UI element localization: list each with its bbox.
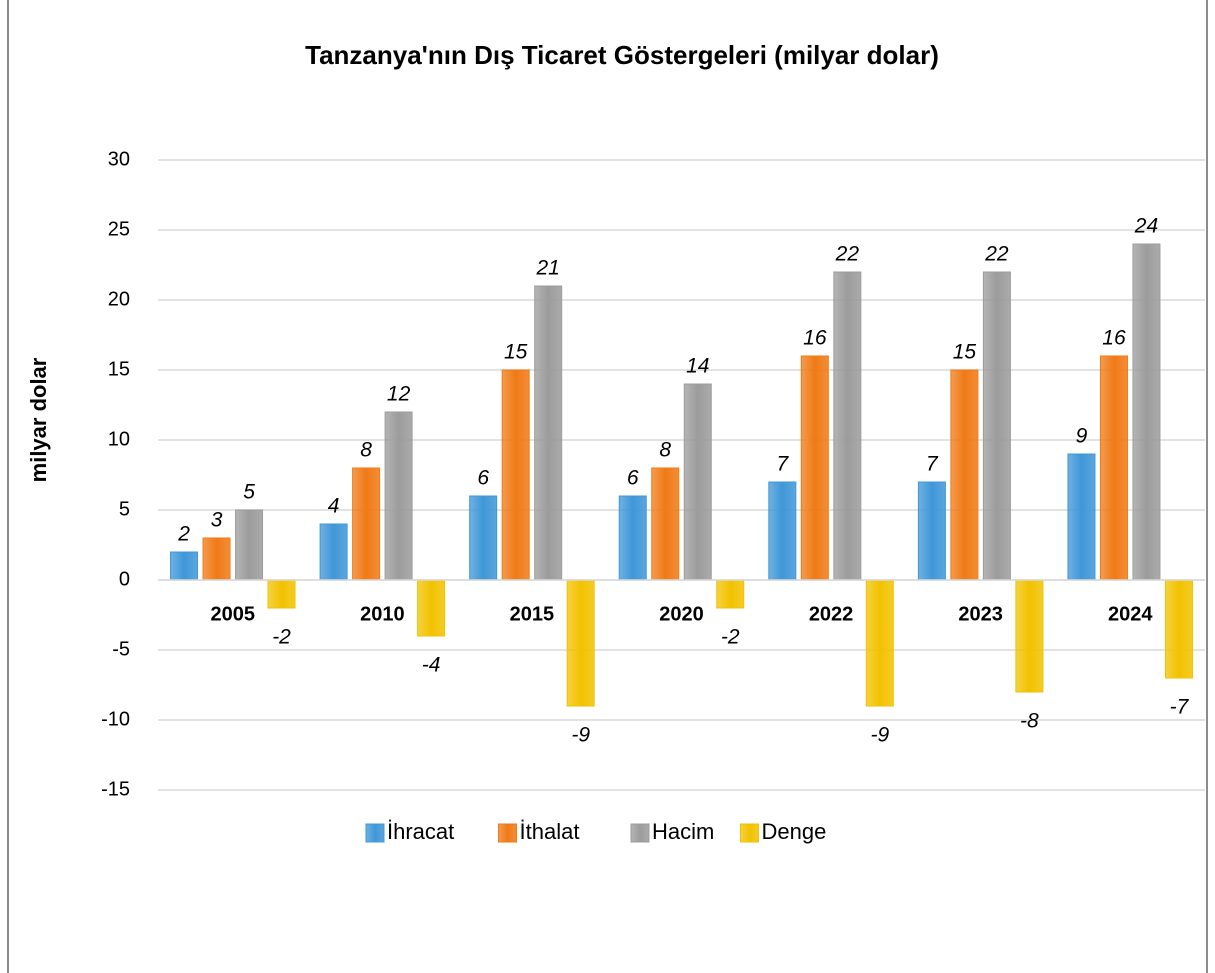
y-tick-label: 0 bbox=[119, 568, 130, 590]
bar bbox=[469, 495, 498, 581]
legend-swatch bbox=[365, 823, 385, 843]
chart-title: Tanzanya'nın Dış Ticaret Göstergeleri (m… bbox=[305, 40, 939, 70]
data-label: -7 bbox=[1170, 696, 1190, 719]
legend-label: Denge bbox=[762, 819, 827, 844]
legend-label: İthalat bbox=[520, 819, 580, 844]
data-label: 12 bbox=[387, 383, 411, 406]
data-label: 7 bbox=[776, 453, 789, 476]
data-label: 6 bbox=[477, 467, 489, 490]
bar bbox=[384, 411, 413, 581]
bar bbox=[917, 481, 946, 581]
data-label: 22 bbox=[835, 243, 860, 266]
data-label: 16 bbox=[1102, 327, 1126, 350]
bar bbox=[1132, 243, 1161, 581]
bar bbox=[833, 271, 862, 581]
data-label: 22 bbox=[984, 243, 1009, 266]
y-tick-label: -15 bbox=[101, 778, 130, 800]
data-label: 7 bbox=[926, 453, 939, 476]
y-tick-label: -10 bbox=[101, 708, 130, 730]
data-label: 5 bbox=[243, 481, 255, 504]
y-tick-label: 5 bbox=[119, 498, 130, 520]
bar bbox=[566, 579, 595, 707]
bar bbox=[202, 537, 231, 581]
y-tick-label: 25 bbox=[108, 218, 130, 240]
x-tick-label: 2024 bbox=[1108, 603, 1153, 625]
x-tick-label: 2023 bbox=[958, 603, 1003, 625]
data-label: 9 bbox=[1076, 425, 1088, 448]
bar bbox=[1164, 579, 1193, 679]
y-tick-label: 30 bbox=[108, 148, 130, 170]
data-label: 16 bbox=[803, 327, 827, 350]
bar bbox=[1099, 355, 1128, 581]
data-label: -9 bbox=[571, 724, 590, 747]
data-label: -8 bbox=[1020, 710, 1039, 733]
data-label: 21 bbox=[535, 257, 559, 280]
bar bbox=[865, 579, 894, 707]
legend-label: Hacim bbox=[652, 819, 714, 844]
chart-frame bbox=[7, 0, 1208, 973]
y-tick-label: -5 bbox=[112, 638, 130, 660]
data-label: 24 bbox=[1134, 215, 1158, 238]
bar bbox=[534, 285, 563, 581]
bar bbox=[618, 495, 647, 581]
data-label: 8 bbox=[360, 439, 372, 462]
legend-swatch bbox=[740, 823, 759, 843]
bar bbox=[235, 509, 264, 581]
data-label: 4 bbox=[328, 495, 340, 518]
bar bbox=[950, 369, 979, 581]
bar bbox=[651, 467, 680, 581]
bar bbox=[683, 383, 712, 581]
data-label: 15 bbox=[953, 341, 977, 364]
bar bbox=[716, 579, 745, 609]
bar bbox=[768, 481, 797, 581]
bar bbox=[352, 467, 381, 581]
bar bbox=[1067, 453, 1096, 581]
data-label: 15 bbox=[504, 341, 528, 364]
bar bbox=[267, 579, 296, 609]
data-label: 2 bbox=[177, 523, 190, 546]
bar bbox=[800, 355, 829, 581]
x-tick-label: 2010 bbox=[360, 603, 405, 625]
y-tick-label: 15 bbox=[108, 358, 130, 380]
x-tick-label: 2005 bbox=[211, 603, 256, 625]
data-label: 14 bbox=[686, 355, 709, 378]
data-label: 3 bbox=[211, 509, 223, 532]
data-label: 6 bbox=[627, 467, 639, 490]
x-tick-label: 2022 bbox=[809, 603, 854, 625]
bar bbox=[982, 271, 1011, 581]
data-label: 8 bbox=[659, 439, 671, 462]
legend-label: İhracat bbox=[387, 819, 454, 844]
x-tick-label: 2015 bbox=[510, 603, 555, 625]
x-tick-label: 2020 bbox=[659, 603, 704, 625]
legend-swatch bbox=[498, 823, 517, 843]
bar bbox=[417, 579, 446, 637]
y-tick-label: 20 bbox=[108, 288, 130, 310]
data-label: -9 bbox=[870, 724, 889, 747]
bar bbox=[501, 369, 530, 581]
bar bbox=[1015, 579, 1044, 693]
bar bbox=[170, 551, 199, 581]
data-label: -2 bbox=[272, 626, 291, 649]
data-label: -4 bbox=[422, 654, 441, 677]
y-axis-title: milyar dolar bbox=[26, 357, 51, 482]
legend-swatch bbox=[630, 823, 650, 843]
y-tick-label: 10 bbox=[108, 428, 130, 450]
bar bbox=[319, 523, 348, 581]
data-label: -2 bbox=[721, 626, 740, 649]
